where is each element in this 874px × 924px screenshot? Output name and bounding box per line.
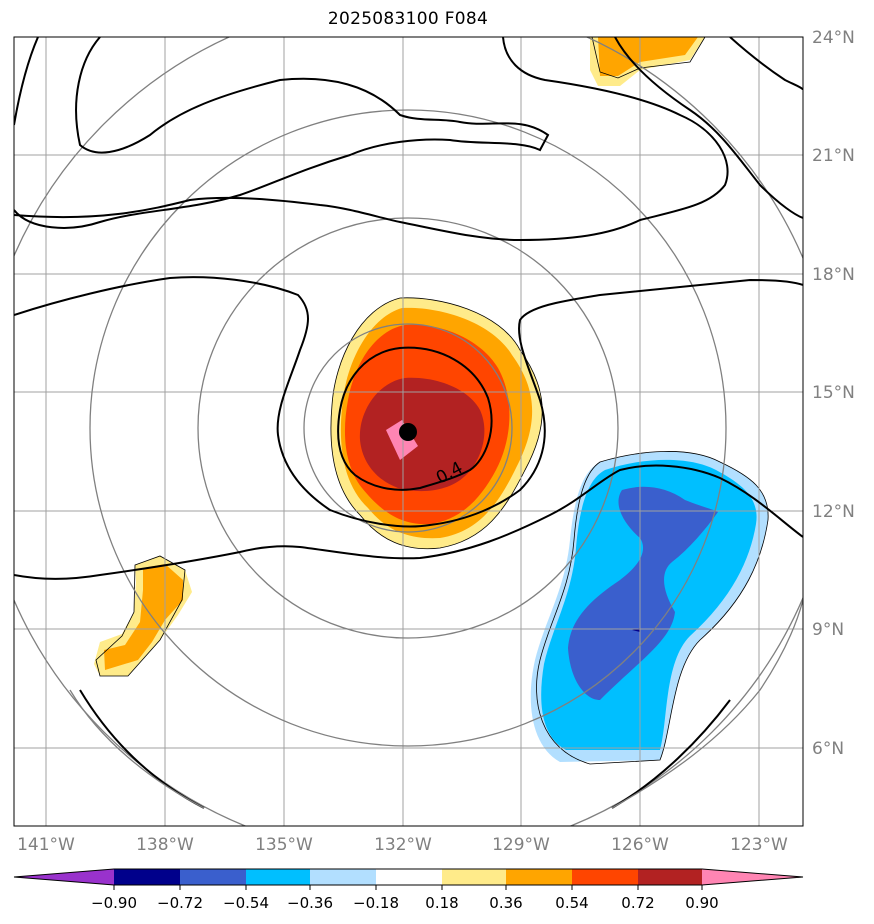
latitude-labels: 24°N 21°N 18°N 15°N 12°N 9°N 6°N <box>812 28 855 759</box>
colorbar-cell <box>114 869 180 885</box>
lon-label: 123°W <box>730 835 788 855</box>
lat-label: 18°N <box>812 265 855 285</box>
lat-label: 24°N <box>812 28 855 48</box>
lat-label: 6°N <box>812 739 844 759</box>
colorbar-tick-label: 0.54 <box>555 894 588 912</box>
positive-anomaly-fill <box>330 297 543 549</box>
lat-label: 9°N <box>812 620 844 640</box>
lon-label: 132°W <box>374 835 432 855</box>
colorbar-tick-label: −0.72 <box>157 894 203 912</box>
colorbar-tick-label: 0.36 <box>489 894 522 912</box>
west-anomaly-fill <box>94 556 192 676</box>
colorbar-tick-label: 0.90 <box>685 894 718 912</box>
lon-label: 141°W <box>17 835 75 855</box>
colorbar-tick-label: −0.54 <box>223 894 269 912</box>
colorbar-cell <box>376 869 442 885</box>
colorbar-cell <box>246 869 310 885</box>
lon-label: 135°W <box>255 835 313 855</box>
map-frame <box>13 36 804 827</box>
colorbar-tick-label: −0.36 <box>287 894 333 912</box>
lat-label: 21°N <box>812 146 855 166</box>
ring-tail-lines <box>69 599 803 809</box>
colorbar-cell <box>442 869 506 885</box>
colorbar-cell <box>638 869 702 885</box>
colorbar-tick-label: −0.90 <box>91 894 137 912</box>
graticule <box>14 37 803 826</box>
colorbar-tick-label: 0.18 <box>425 894 458 912</box>
colorbar-cell <box>180 869 246 885</box>
colorbar-tick-label: 0.72 <box>621 894 654 912</box>
colorbar-cell <box>310 869 376 885</box>
lat-label: 15°N <box>812 383 855 403</box>
colorbar-tick-labels: −0.90 −0.72 −0.54 −0.36 −0.18 0.18 0.36 … <box>91 894 719 912</box>
lon-label: 129°W <box>492 835 550 855</box>
fill-outlines <box>95 37 769 765</box>
range-rings <box>14 37 803 826</box>
colorbar-cell <box>14 869 114 885</box>
storm-center-marker <box>399 423 417 441</box>
map-title: 2025083100 F084 <box>327 9 489 29</box>
colorbar-cell <box>572 869 638 885</box>
lon-label: 126°W <box>611 835 669 855</box>
colorbar-cell <box>506 869 572 885</box>
map-plot-area: 0.4 <box>14 37 803 826</box>
northeast-anomaly-fill <box>590 37 705 86</box>
colorbar-tick-label: −0.18 <box>353 894 399 912</box>
colorbar-ticks <box>113 885 703 890</box>
colorbar: −0.90 −0.72 −0.54 −0.36 −0.18 0.18 0.36 … <box>13 868 804 912</box>
negative-anomaly-fill <box>530 451 769 762</box>
lat-label: 12°N <box>812 502 855 522</box>
longitude-labels: 141°W 138°W 135°W 132°W 129°W 126°W 123°… <box>17 835 788 855</box>
lon-label: 138°W <box>136 835 194 855</box>
colorbar-cell <box>702 869 803 885</box>
